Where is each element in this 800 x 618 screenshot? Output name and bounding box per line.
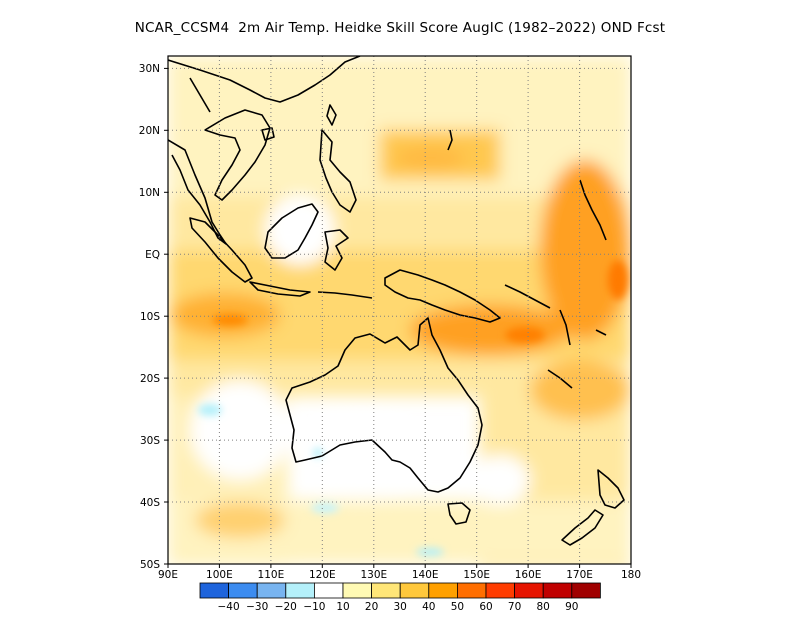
lon-label: 100E — [206, 569, 233, 581]
legend-swatch — [399, 582, 430, 599]
new-zealand-coast — [597, 469, 625, 509]
legend-swatch — [313, 582, 344, 599]
java-coast — [249, 281, 311, 297]
legend-label: −10 — [303, 601, 325, 613]
lon-label: 160E — [515, 569, 542, 581]
lon-label: 140E — [412, 569, 439, 581]
lat-labels: 30N 20N 10N EQ 10S 20S 30S 40S 50S — [139, 63, 161, 571]
legend-label: 40 — [422, 601, 435, 613]
lat-label: 50S — [140, 559, 160, 571]
legend-label: 20 — [365, 601, 378, 613]
legend-swatch — [514, 582, 544, 599]
lon-label: 110E — [258, 569, 285, 581]
legend-label: 50 — [451, 601, 464, 613]
legend-swatch — [256, 582, 287, 599]
map-frame — [167, 55, 632, 565]
legend-swatch — [456, 582, 487, 599]
lat-label: 10S — [140, 311, 160, 323]
lat-label: 20N — [139, 125, 160, 137]
legend-label: 70 — [508, 601, 521, 613]
lon-label: 150E — [463, 569, 490, 581]
legend-swatch — [342, 582, 373, 599]
legend-label: 80 — [537, 601, 550, 613]
lon-label: 170E — [566, 569, 593, 581]
legend-label: −20 — [275, 601, 297, 613]
graticule — [168, 56, 631, 564]
legend-swatch — [228, 582, 258, 599]
lon-labels: 90E 100E 110E 120E 130E 140E 150E 160E 1… — [158, 569, 641, 581]
legend-label: 10 — [336, 601, 349, 613]
legend-swatch — [199, 582, 230, 599]
tasmania-coast — [447, 502, 471, 525]
australia-coast — [285, 317, 483, 493]
legend-swatch — [371, 582, 401, 599]
indochina-coast — [168, 139, 227, 245]
sulawesi-coast — [324, 229, 349, 271]
lat-label: 10N — [139, 187, 160, 199]
legend-label: −30 — [246, 601, 268, 613]
lon-label: 180 — [621, 569, 641, 581]
legend-swatch — [428, 582, 458, 599]
legend-label: −40 — [218, 601, 240, 613]
legend-swatch — [485, 582, 516, 599]
lat-label: 30S — [140, 435, 160, 447]
lat-label: 20S — [140, 373, 160, 385]
philippines-coast — [319, 129, 357, 213]
lat-label: 40S — [140, 497, 160, 509]
legend-swatch — [285, 582, 315, 599]
lon-label: 120E — [309, 569, 336, 581]
tick-marks — [164, 67, 632, 568]
legend-swatch — [571, 582, 601, 599]
lat-label: EQ — [145, 249, 160, 261]
color-legend: −40 −30 −20 −10 10 20 30 40 50 60 70 80 90 — [199, 582, 601, 613]
lon-label: 90E — [158, 569, 178, 581]
new-guinea-coast — [384, 269, 501, 323]
map-title: NCAR_CCSM4 2m Air Temp. Heidke Skill Sco… — [134, 20, 666, 36]
legend-label: 60 — [479, 601, 492, 613]
legend-label: 90 — [565, 601, 578, 613]
lat-label: 30N — [139, 63, 160, 75]
china-coast — [168, 56, 361, 103]
lon-label: 130E — [360, 569, 387, 581]
skill-field — [168, 56, 631, 564]
legend-swatch — [542, 582, 573, 599]
legend-label: 30 — [394, 601, 407, 613]
